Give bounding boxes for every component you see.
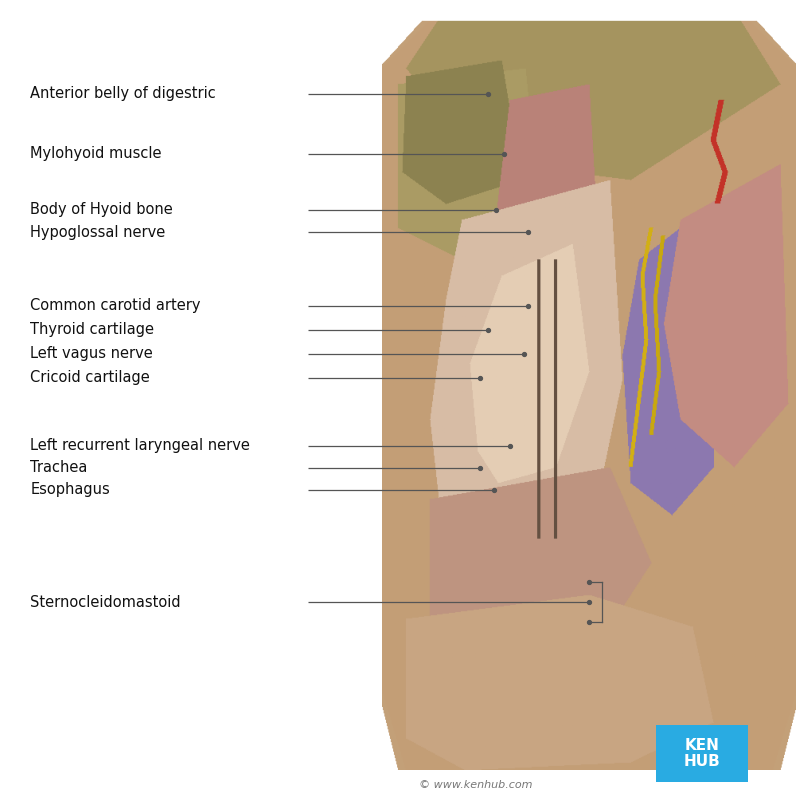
Text: © www.kenhub.com: © www.kenhub.com xyxy=(419,781,533,790)
FancyBboxPatch shape xyxy=(656,725,748,782)
Text: Thyroid cartilage: Thyroid cartilage xyxy=(30,322,154,337)
Text: Left vagus nerve: Left vagus nerve xyxy=(30,346,153,361)
Text: Hypoglossal nerve: Hypoglossal nerve xyxy=(30,225,166,239)
Text: Anterior belly of digestric: Anterior belly of digestric xyxy=(30,86,216,101)
Text: Sternocleidomastoid: Sternocleidomastoid xyxy=(30,595,181,610)
Text: Body of Hyoid bone: Body of Hyoid bone xyxy=(30,202,173,217)
Text: Cricoid cartilage: Cricoid cartilage xyxy=(30,370,150,385)
Text: KEN
HUB: KEN HUB xyxy=(684,738,720,770)
Text: Esophagus: Esophagus xyxy=(30,482,110,497)
Text: Mylohyoid muscle: Mylohyoid muscle xyxy=(30,146,162,161)
Text: Common carotid artery: Common carotid artery xyxy=(30,298,201,313)
Text: Left recurrent laryngeal nerve: Left recurrent laryngeal nerve xyxy=(30,438,250,453)
Text: Trachea: Trachea xyxy=(30,461,88,475)
